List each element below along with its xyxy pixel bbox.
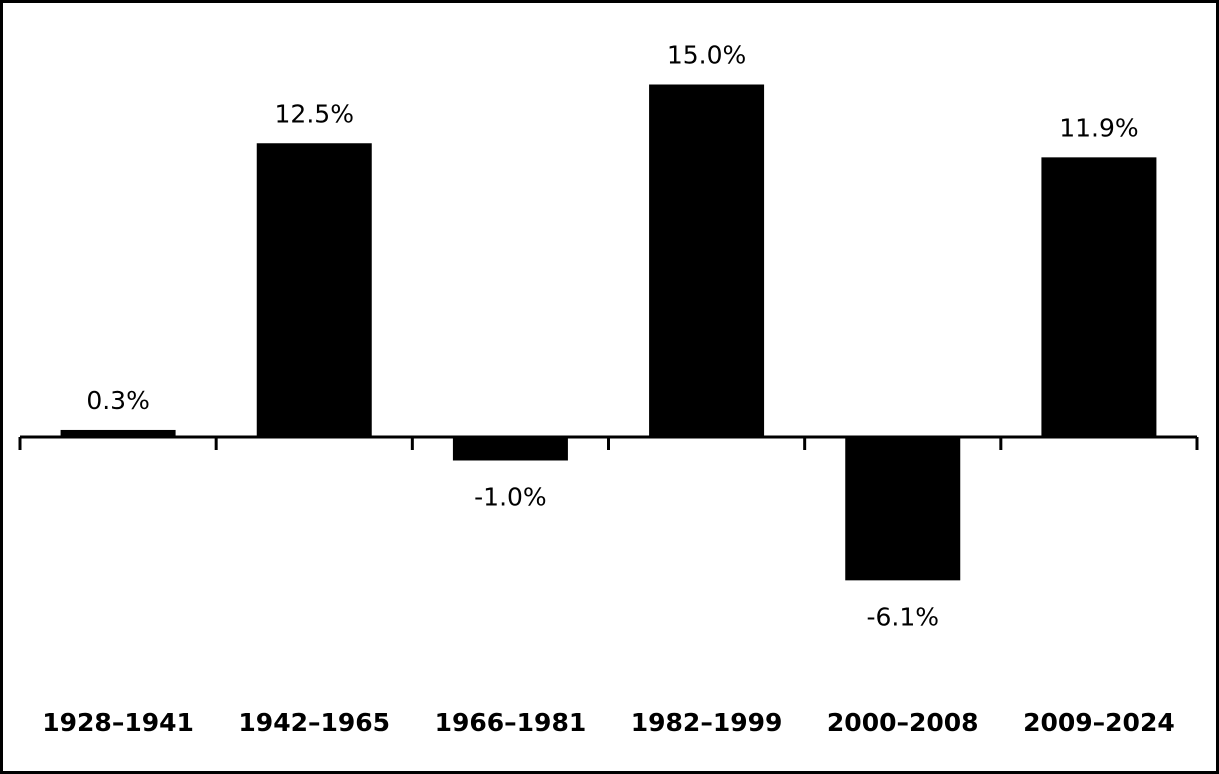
x-tick-label: 2000–2008	[827, 708, 979, 737]
value-label: 12.5%	[275, 99, 354, 128]
bar	[60, 429, 176, 437]
x-tick-label: 2009–2024	[1023, 708, 1175, 737]
value-label: 15.0%	[667, 41, 746, 70]
value-label: -1.0%	[474, 483, 547, 512]
bar	[452, 437, 568, 461]
bar	[845, 437, 961, 581]
x-tick-label: 1966–1981	[435, 708, 587, 737]
value-label: 0.3%	[86, 386, 150, 415]
x-tick-label: 1928–1941	[42, 708, 194, 737]
value-label: 11.9%	[1059, 113, 1138, 142]
bar	[649, 84, 765, 437]
bar	[256, 143, 372, 437]
x-tick-label: 1942–1965	[238, 708, 390, 737]
x-tick-label: 1982–1999	[631, 708, 783, 737]
bar	[1041, 157, 1157, 437]
value-label: -6.1%	[866, 602, 939, 631]
